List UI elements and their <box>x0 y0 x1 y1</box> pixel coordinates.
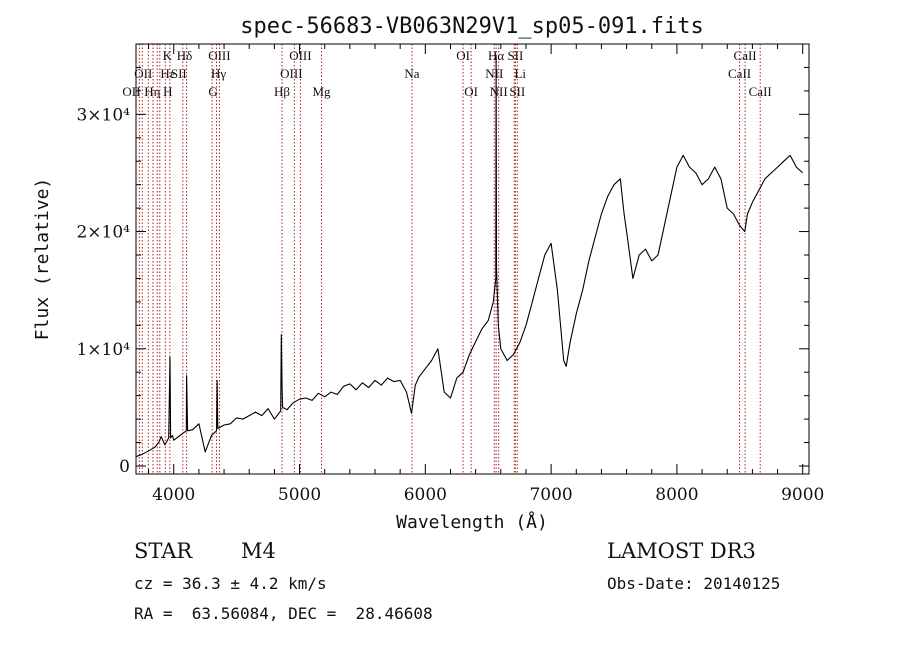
object-subclass: M4 <box>241 539 276 563</box>
line-label-27: CaII <box>734 48 757 63</box>
x-tick-label-0: 4000 <box>152 485 195 505</box>
spectral-line-labels: OII Hη OII Hε K H SII Hδ G Hγ OIII Hβ OIII OIII Mg Na OI… <box>122 48 771 99</box>
line-label-2: Hη <box>144 84 160 99</box>
line-label-18: OI <box>456 48 470 63</box>
line-label-22: NII <box>490 84 508 99</box>
line-label-10: G <box>208 84 217 99</box>
line-label-12: OIII <box>208 48 230 63</box>
line-label-0: OII <box>122 84 140 99</box>
line-label-23: Li <box>514 66 526 81</box>
redshift-velocity: cz = 36.3 ± 4.2 km/s <box>134 574 327 593</box>
line-label-24: SII <box>507 48 523 63</box>
y-tick-label-2: 2×10⁴ <box>76 223 130 243</box>
line-label-26: CaII <box>728 66 751 81</box>
sky-coordinates: RA = 63.56084, DEC = 28.46608 <box>134 604 433 623</box>
object-class: STAR <box>134 539 193 563</box>
line-label-14: OIII <box>280 66 302 81</box>
line-label-28: CaII <box>749 84 772 99</box>
line-label-11: Hγ <box>211 66 226 81</box>
line-label-15: OIII <box>289 48 311 63</box>
line-label-7: H <box>163 84 172 99</box>
y-tick-label-3: 3×10⁴ <box>76 105 130 125</box>
spectrum-series <box>135 55 804 458</box>
chart-title: spec-56683-VB063N29V1_sp05-091.fits <box>240 14 704 39</box>
line-label-20: NII <box>485 66 503 81</box>
spectrum-plot: spec-56683-VB063N29V1_sp05-091.fits OII H… <box>32 14 824 533</box>
line-label-5: Hε <box>160 66 175 81</box>
x-axis-title: Wavelength (Å) <box>396 511 548 533</box>
line-label-8: SII <box>171 66 187 81</box>
line-label-6: K <box>163 48 173 63</box>
plot-frame <box>135 43 810 475</box>
spectral-line-markers <box>138 44 761 474</box>
y-tick-label-0: 0 <box>119 457 130 477</box>
line-label-17: Na <box>404 66 419 81</box>
axis-ticks: 4000 5000 6000 7000 8000 9000 0 1×10⁴ 2×10⁴ 3×10⁴ <box>76 44 824 505</box>
y-tick-label-1: 1×10⁴ <box>76 340 130 360</box>
x-tick-label-5: 9000 <box>781 485 824 505</box>
observation-date: Obs-Date: 20140125 <box>607 574 781 593</box>
survey-name: LAMOST DR3 <box>607 539 756 563</box>
x-tick-label-2: 6000 <box>404 485 447 505</box>
x-tick-label-4: 8000 <box>655 485 698 505</box>
line-label-19: OI <box>464 84 478 99</box>
x-tick-label-1: 5000 <box>278 485 321 505</box>
line-label-16: Mg <box>313 84 332 99</box>
x-tick-label-3: 7000 <box>529 485 572 505</box>
line-label-13: Hβ <box>274 84 290 99</box>
line-label-4: OII <box>134 66 152 81</box>
line-label-9: Hδ <box>177 48 193 63</box>
y-axis-title: Flux (relative) <box>32 178 53 341</box>
spectrum-line <box>135 55 804 458</box>
line-label-25: SII <box>509 84 525 99</box>
